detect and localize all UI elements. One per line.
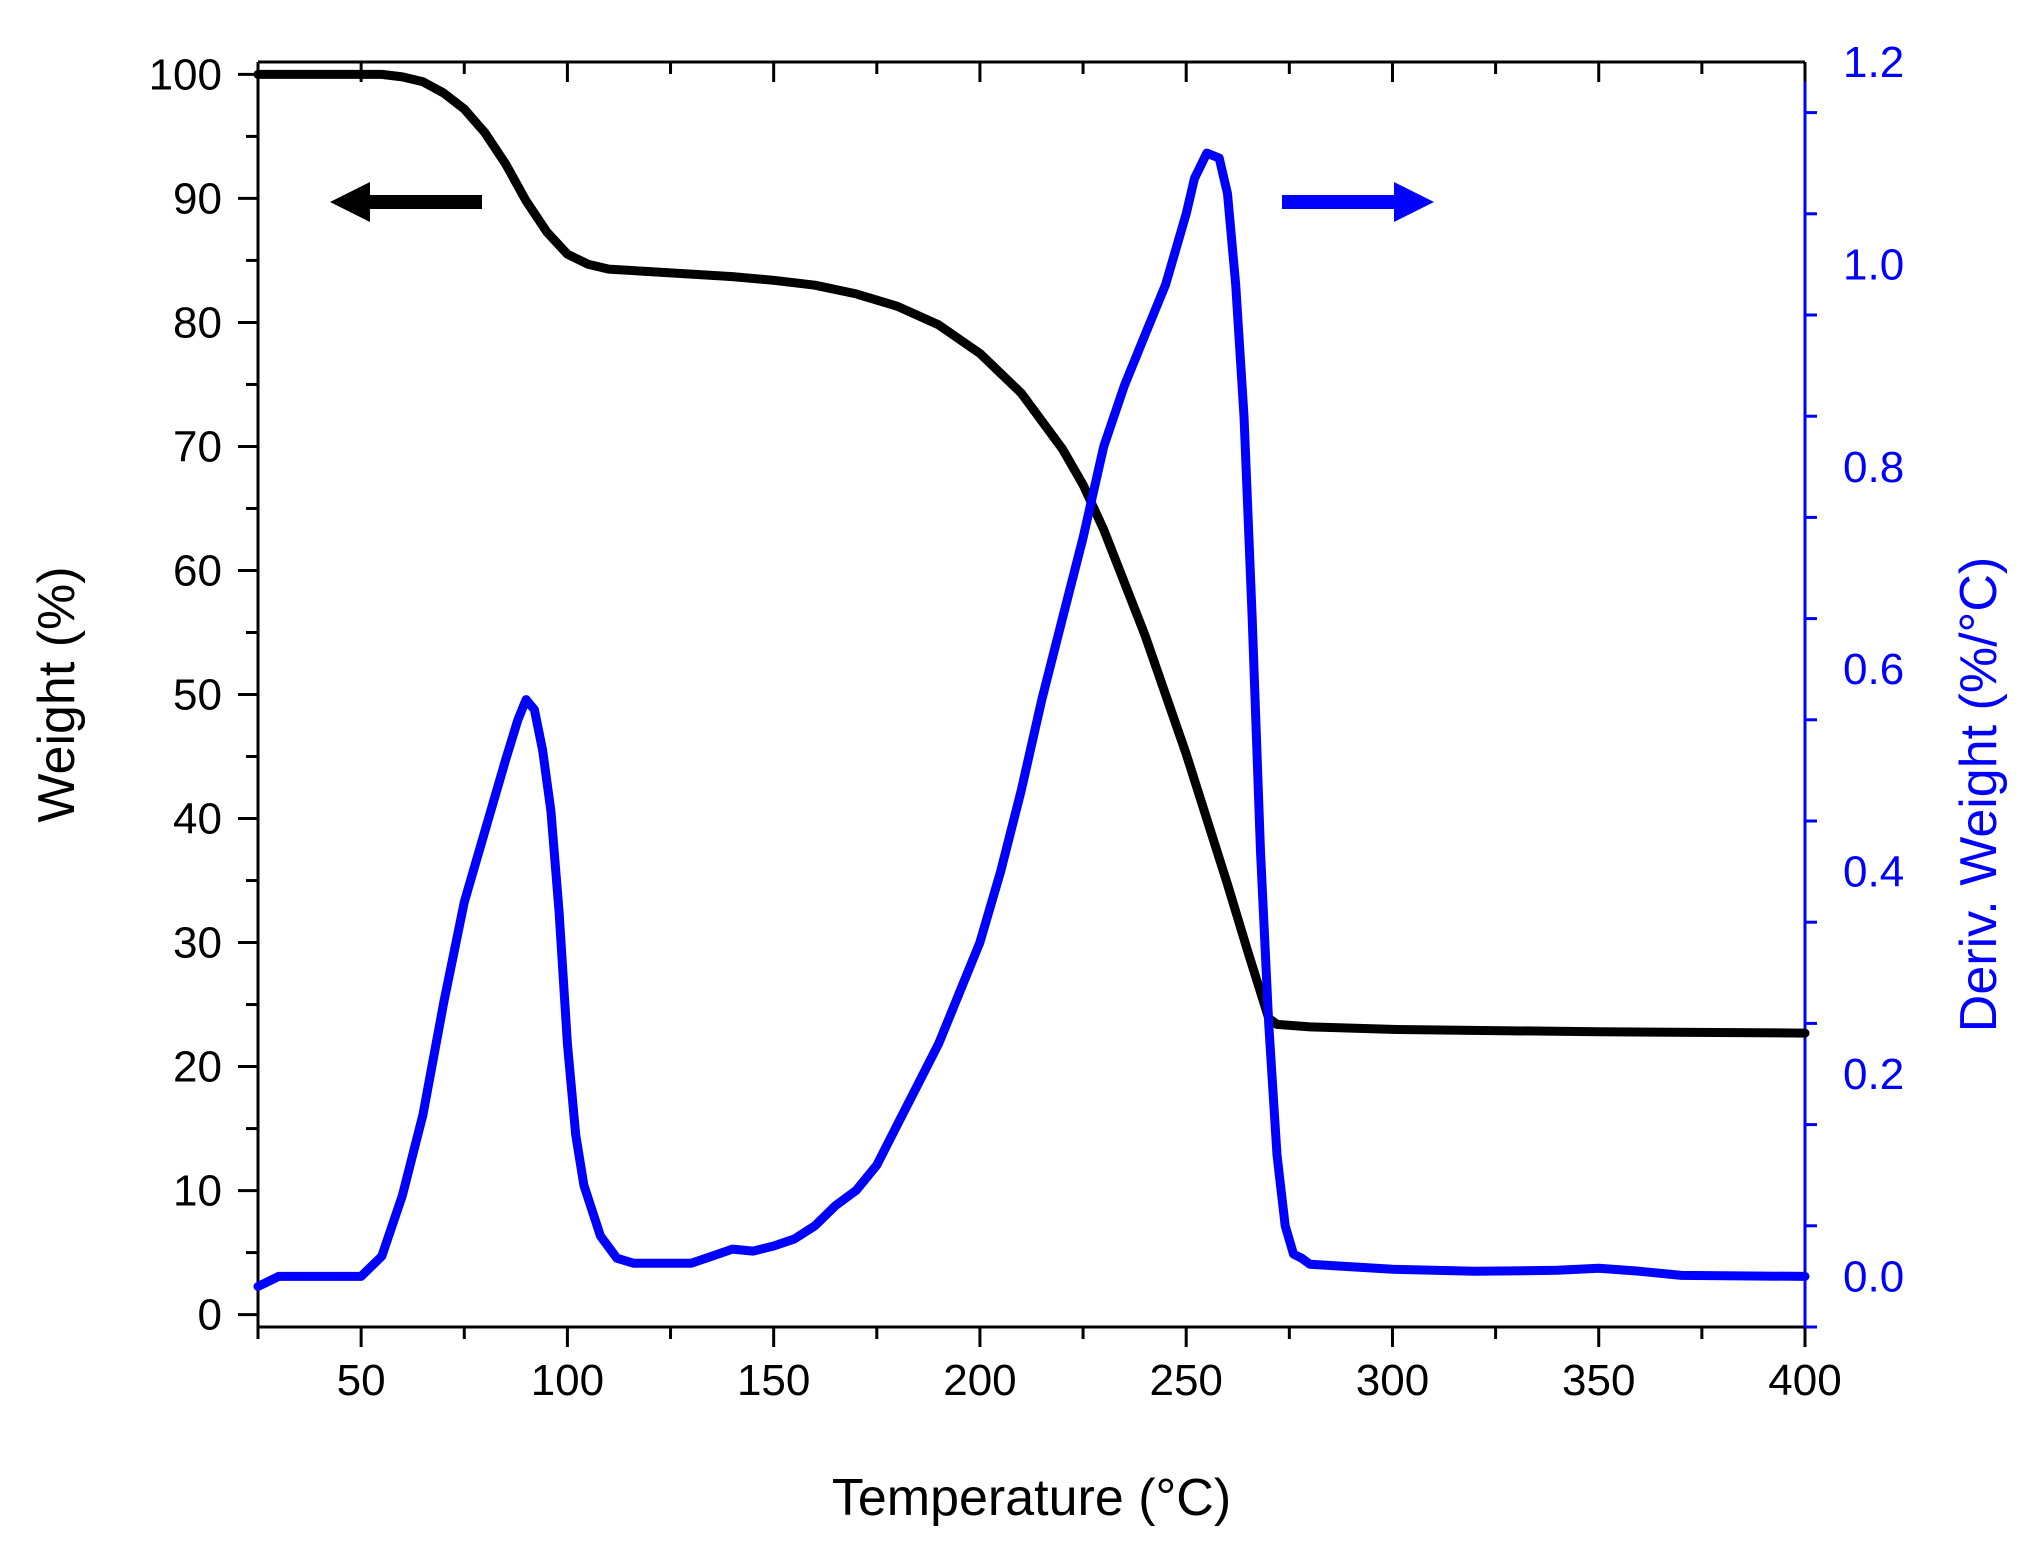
series-layer (253, 69, 1810, 1291)
x-tick-label: 100 (531, 1356, 604, 1405)
y-left-tick-label: 10 (173, 1167, 222, 1216)
series-deriv-weight-line (253, 148, 1810, 1291)
annotation-layer (330, 182, 1434, 222)
x-tick-label: 250 (1149, 1356, 1222, 1405)
y-right-tick-label: 1.2 (1843, 38, 1904, 87)
plot-area (256, 60, 1807, 1329)
y-axis-right: 0.0 0.2 0.4 0.6 0.8 1.0 1.2 (1805, 38, 1904, 1329)
x-tick-label: 50 (337, 1356, 386, 1405)
y-axis-left: 0 10 20 30 40 50 60 70 80 90 100 (149, 50, 258, 1340)
x-axis: 50 100 150 200 250 300 350 400 (256, 62, 1842, 1405)
x-tick-label: 400 (1768, 1356, 1841, 1405)
y-right-tick-label: 1.0 (1843, 240, 1904, 289)
deriv-axis-arrow-head (1394, 182, 1434, 222)
y-right-tick-label: 0.8 (1843, 443, 1904, 492)
y-right-tick-label: 0.6 (1843, 645, 1904, 694)
series-weight-line (253, 69, 1810, 1038)
x-tick-label: 350 (1562, 1356, 1635, 1405)
y-left-tick-label: 40 (173, 795, 222, 844)
x-axis-title: Temperature (°C) (832, 1469, 1231, 1527)
y-right-tick-label: 0.4 (1843, 848, 1904, 897)
y-left-tick-label: 0 (198, 1291, 222, 1340)
weight-axis-arrow-head (330, 182, 370, 222)
x-tick-label: 150 (737, 1356, 810, 1405)
y-right-tick-label: 0.0 (1843, 1252, 1904, 1301)
y-axis-title-left: Weight (%) (28, 566, 86, 822)
deriv-axis-arrow (1282, 182, 1434, 222)
y-left-tick-label: 90 (173, 174, 222, 223)
y-left-tick-label: 60 (173, 546, 222, 595)
weight-axis-arrow (330, 182, 482, 222)
y-left-tick-label: 70 (173, 422, 222, 471)
y-left-tick-label: 30 (173, 919, 222, 968)
y-left-tick-label: 80 (173, 298, 222, 347)
x-tick-label: 200 (943, 1356, 1016, 1405)
y-right-tick-label: 0.2 (1843, 1050, 1904, 1099)
y-left-tick-label: 20 (173, 1043, 222, 1092)
y-axis-title-right: Deriv. Weight (%/°C) (1950, 557, 2008, 1032)
y-left-tick-label: 50 (173, 671, 222, 720)
x-tick-label: 300 (1356, 1356, 1429, 1405)
y-left-tick-label: 100 (149, 50, 222, 99)
